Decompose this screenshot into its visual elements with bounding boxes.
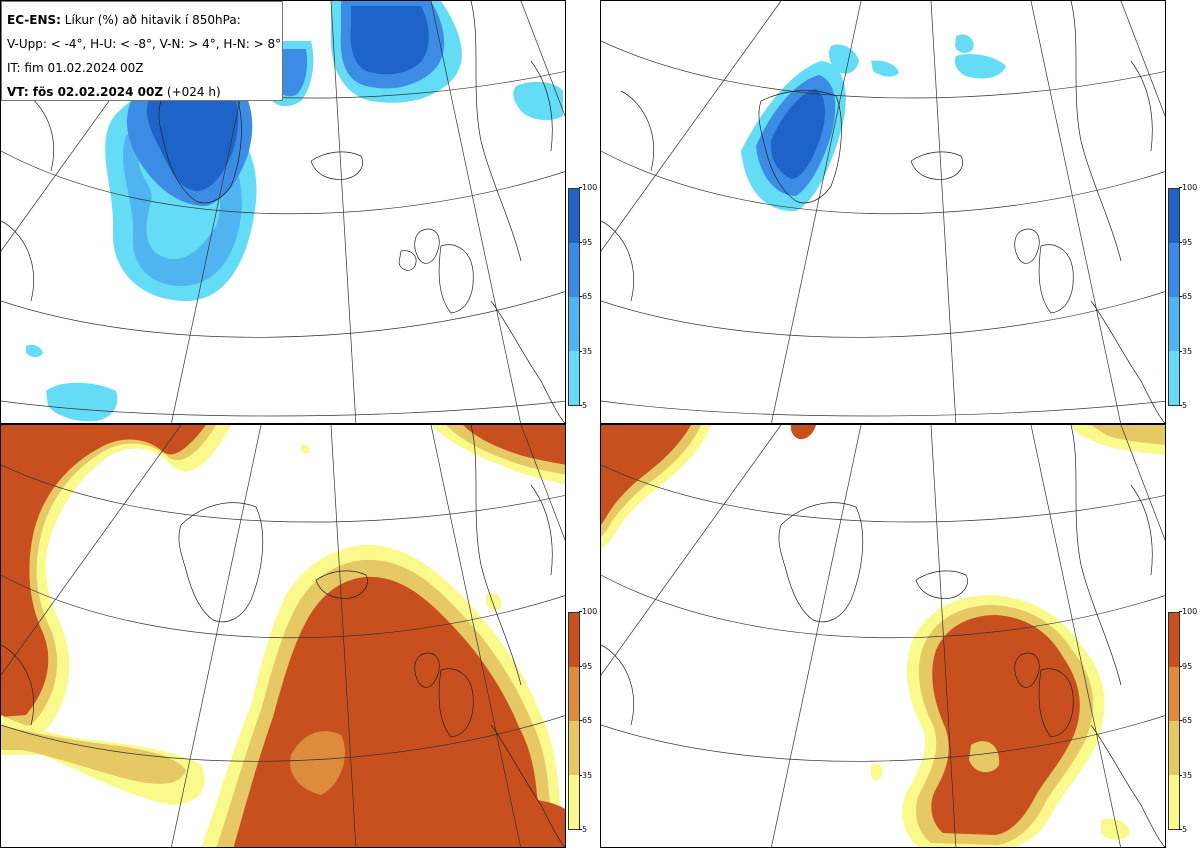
colorbar-tick-label: 5: [578, 401, 588, 410]
coastlines: [1, 425, 565, 847]
coastlines: [601, 1, 1165, 423]
colorbar-gradient: [1168, 188, 1180, 406]
probability-shading: [741, 34, 1006, 212]
colorbar-tick-label: 100: [1178, 607, 1198, 616]
colorbar-tick-label: 100: [578, 607, 598, 616]
colorbar-tick-label: 35: [578, 346, 593, 356]
colorbar-tick-label: 100: [1178, 183, 1198, 192]
colorbar-gradient: [568, 188, 580, 406]
colorbar-segment: [569, 243, 579, 297]
colorbar-tick-label: 5: [1178, 401, 1188, 410]
colorbar-tick-label: 5: [1178, 825, 1188, 834]
colorbar-tick-label: 65: [578, 716, 593, 725]
legend-thresholds-line: V-Upp: < -4°, H-U: < -8°, V-N: > 4°, H-N…: [7, 37, 282, 51]
legend-valid-time-bold: VT: fös 02.02.2024 00Z: [7, 85, 164, 99]
legend-initial-time: IT: fim 01.02.2024 00Z: [7, 61, 144, 75]
legend-title-bold: EC-ENS:: [7, 13, 61, 27]
colorbar-segment: [1169, 613, 1179, 667]
colorbar-tick-label: 35: [1178, 770, 1193, 780]
colorbar-segment: [569, 189, 579, 243]
colorbar-tick-label: 100: [578, 183, 598, 192]
colorbar-tick-label: 95: [578, 661, 593, 671]
colorbar-segment: [1169, 189, 1179, 243]
colorbar-segment: [1169, 667, 1179, 721]
colorbar-segment: [569, 351, 579, 405]
legend-title-text: Líkur (%) að hitavik í 850hPa:: [60, 13, 241, 27]
colorbar-cold-right: 100 95 65 35 5: [1168, 184, 1200, 410]
colorbar-segment: [569, 667, 579, 721]
map-legend-box: EC-ENS: Líkur (%) að hitavik í 850hPa: V…: [1, 1, 283, 101]
graticule: [601, 1, 1165, 423]
map-panel-lower-right: [600, 424, 1166, 848]
legend-valid-time-line: VT: fös 02.02.2024 00Z (+024 h): [7, 80, 277, 104]
colorbar-segment: [1169, 243, 1179, 297]
colorbar-tick-label: 95: [1178, 237, 1193, 247]
probability-map-cold-8: [601, 1, 1165, 423]
legend-lead-time: (+024 h): [163, 85, 221, 99]
probability-shading: [1, 425, 565, 847]
coastlines: [601, 425, 1165, 847]
graticule: [601, 425, 1165, 847]
map-panel-lower-left: [0, 424, 566, 848]
colorbar-segment: [1169, 721, 1179, 775]
colorbar-warm-left: 100 95 65 35 5: [568, 608, 608, 834]
probability-shading: [601, 425, 1165, 847]
colorbar-tick-label: 95: [578, 237, 593, 247]
colorbar-tick-label: 65: [1178, 292, 1193, 301]
probability-map-warm-8: [601, 425, 1165, 847]
colorbar-segment: [569, 297, 579, 351]
colorbar-tick-label: 65: [1178, 716, 1193, 725]
colorbar-cold-left: 100 95 65 35 5: [568, 184, 608, 410]
colorbar-gradient: [1168, 612, 1180, 830]
graticule: [1, 425, 565, 847]
legend-title-line: EC-ENS: Líkur (%) að hitavik í 850hPa:: [7, 8, 277, 32]
colorbar-tick-label: 35: [1178, 346, 1193, 356]
colorbar-segment: [569, 775, 579, 829]
colorbar-segment: [569, 613, 579, 667]
colorbar-segment: [1169, 297, 1179, 351]
colorbar-warm-right: 100 95 65 35 5: [1168, 608, 1200, 834]
map-panel-upper-left: EC-ENS: Líkur (%) að hitavik í 850hPa: V…: [0, 0, 566, 424]
colorbar-segment: [569, 721, 579, 775]
colorbar-tick-label: 65: [578, 292, 593, 301]
map-panel-upper-right: [600, 0, 1166, 424]
colorbar-segment: [1169, 775, 1179, 829]
colorbar-gradient: [568, 612, 580, 830]
colorbar-tick-label: 5: [578, 825, 588, 834]
probability-map-warm-4: [1, 425, 565, 847]
colorbar-tick-label: 35: [578, 770, 593, 780]
colorbar-segment: [1169, 351, 1179, 405]
colorbar-tick-label: 95: [1178, 661, 1193, 671]
